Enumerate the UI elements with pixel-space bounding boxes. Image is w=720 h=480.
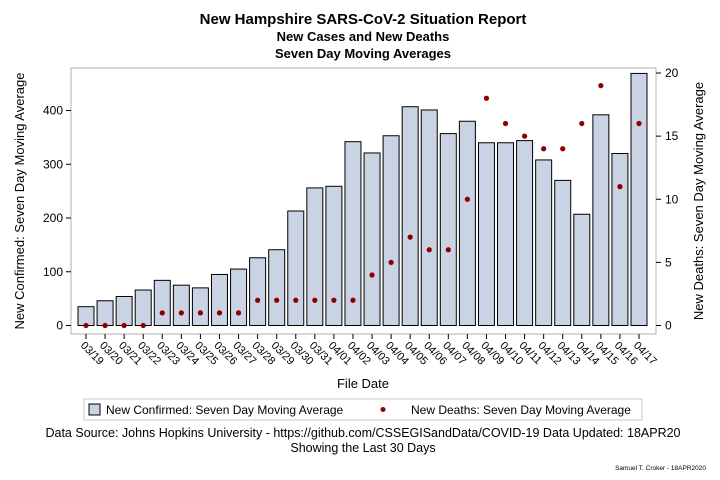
dot-03-26 (216, 310, 223, 316)
bar-04-15 (592, 114, 610, 326)
dot-04-09 (483, 95, 490, 101)
dot-04-10 (502, 120, 509, 127)
y-axis-label: New Confirmed: Seven Day Moving Average (12, 73, 27, 330)
y-tick-label: 400 (43, 104, 63, 118)
legend-bar-swatch (88, 403, 101, 416)
left-axis: 0 100 200 300 400 (43, 104, 71, 333)
bar-group (77, 72, 648, 327)
dot-04-08 (464, 196, 470, 202)
dot-04-07 (445, 247, 451, 253)
bar-04-17 (630, 72, 648, 326)
bar-03-23 (153, 279, 171, 327)
y2-tick-label: 0 (665, 319, 672, 333)
dot-04-14 (579, 120, 585, 127)
bar-03-24 (172, 284, 190, 327)
dot-04-02 (350, 297, 356, 303)
dot-03-25 (197, 310, 204, 316)
legend-bar-label: New Confirmed: Seven Day Moving Average (106, 403, 344, 417)
y2-tick-label: 20 (665, 66, 679, 80)
dot-03-23 (159, 310, 165, 316)
bar-03-26 (210, 273, 228, 327)
bar-03-29 (268, 249, 286, 327)
bar-04-08 (458, 120, 476, 326)
bar-04-11 (516, 140, 534, 326)
dot-03-30 (293, 297, 299, 303)
bar-04-06 (420, 109, 438, 326)
y2-tick-label: 15 (665, 129, 679, 143)
bar-03-21 (115, 295, 133, 327)
legend: New Confirmed: Seven Day Moving Average … (83, 398, 643, 421)
x-axis-label: File Date (337, 376, 389, 391)
bar-04-01 (325, 185, 343, 326)
dot-04-06 (426, 247, 432, 253)
bar-03-22 (134, 289, 152, 326)
showing-last-days: Showing the Last 30 Days (290, 441, 435, 455)
data-source: Data Source: Johns Hopkins University - … (45, 426, 680, 440)
dot-03-27 (235, 310, 242, 316)
legend-dot-swatch (380, 407, 386, 412)
y2-tick-label: 10 (665, 192, 679, 206)
bar-03-25 (191, 287, 209, 327)
bar-04-10 (497, 142, 515, 326)
dot-04-12 (541, 146, 547, 152)
dot-03-31 (312, 297, 318, 303)
dot-04-01 (331, 297, 337, 303)
y-tick-label: 200 (43, 211, 63, 225)
legend-dot-label: New Deaths: Seven Day Moving Average (411, 403, 631, 417)
bar-03-20 (96, 300, 114, 326)
dot-04-05 (407, 234, 413, 240)
dot-group (83, 83, 642, 329)
bar-04-03 (363, 152, 381, 326)
bar-04-16 (611, 153, 629, 326)
y-tick-label: 0 (56, 319, 63, 333)
bar-03-31 (306, 187, 324, 326)
dot-03-20 (102, 322, 108, 329)
y2-axis-label: New Deaths: Seven Day Moving Average (691, 82, 706, 320)
x-axis: 03/1903/2003/2103/2203/2303/2403/2503/26… (78, 334, 659, 368)
chart-subtitle-2: Seven Day Moving Averages (275, 46, 451, 61)
dot-04-13 (560, 146, 566, 152)
dot-03-29 (274, 297, 280, 303)
y-tick-label: 100 (43, 265, 63, 279)
dot-03-22 (140, 322, 146, 329)
dot-04-16 (617, 184, 623, 190)
bar-04-04 (382, 135, 400, 326)
dot-03-28 (255, 297, 261, 303)
plot-frame (70, 67, 657, 335)
dot-04-04 (388, 259, 394, 265)
dot-03-19 (83, 322, 89, 329)
right-axis: 0 5 10 15 20 (656, 66, 679, 333)
dot-04-11 (521, 133, 528, 139)
bar-04-07 (439, 133, 457, 326)
bar-03-28 (249, 257, 267, 326)
bar-03-19 (77, 306, 95, 327)
bar-03-30 (287, 210, 305, 326)
dot-04-03 (369, 272, 375, 278)
bar-03-27 (230, 268, 248, 326)
bar-04-12 (535, 159, 553, 326)
dot-04-15 (598, 83, 604, 89)
dot-04-17 (636, 120, 642, 127)
chart-title: New Hampshire SARS-CoV-2 Situation Repor… (200, 11, 527, 28)
y2-tick-label: 5 (665, 255, 672, 269)
bar-04-05 (401, 106, 419, 326)
y-tick-label: 300 (43, 157, 63, 171)
chart-subtitle-1: New Cases and New Deaths (277, 29, 450, 44)
bar-04-02 (344, 141, 362, 326)
bar-04-13 (554, 179, 572, 327)
bar-04-14 (573, 213, 591, 327)
legend-frame (83, 398, 643, 421)
dot-03-21 (121, 322, 127, 329)
author-credit: Samuel T. Croker - 18APR2020 (615, 465, 706, 472)
dot-03-24 (178, 310, 184, 316)
bar-04-09 (477, 142, 495, 326)
